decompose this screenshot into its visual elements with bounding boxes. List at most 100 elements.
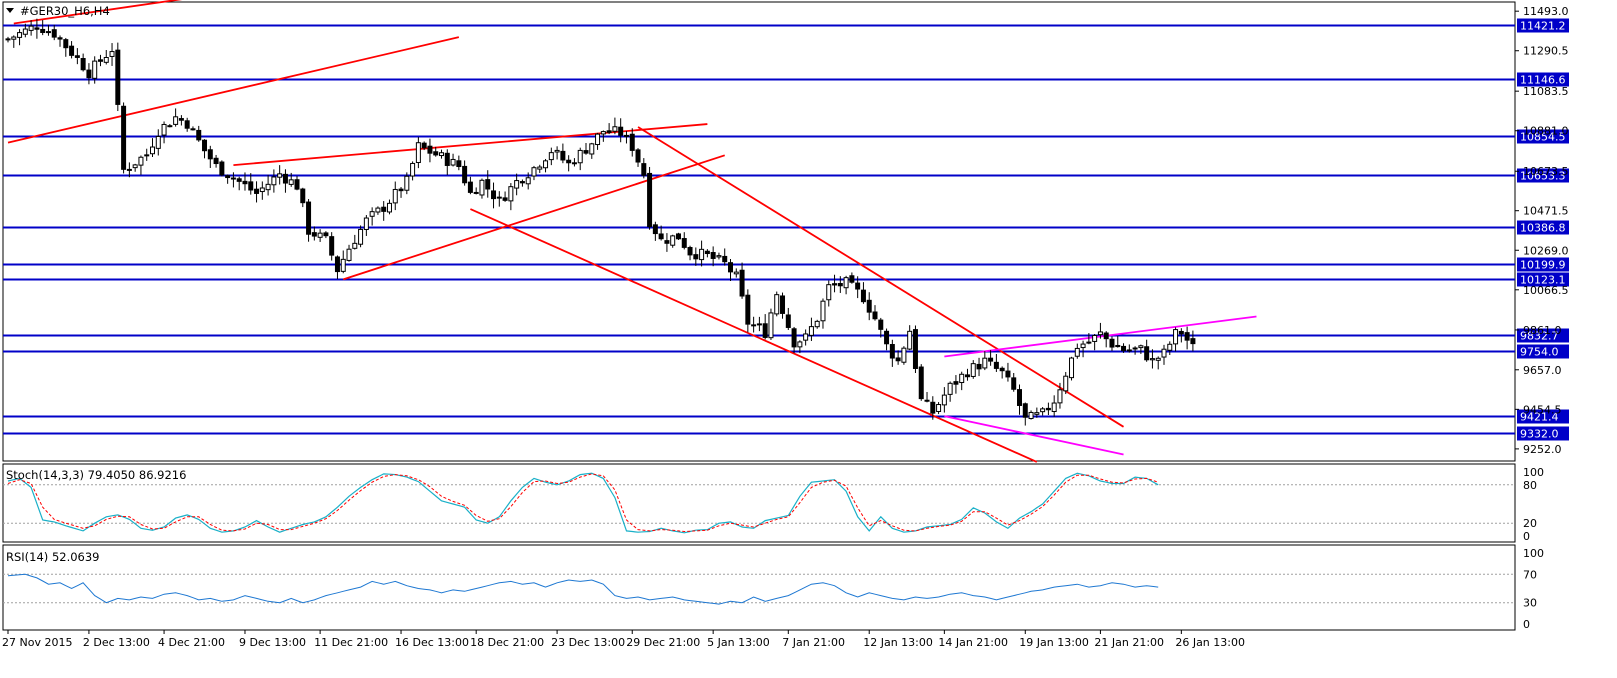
bear-candle <box>866 299 872 313</box>
bear-candle <box>178 118 184 121</box>
bull-candle <box>346 248 352 261</box>
rsi-tick-label: 100 <box>1523 547 1544 560</box>
bull-candle <box>595 133 601 146</box>
price-tick-label: 9454.5 <box>1523 403 1562 416</box>
bear-candle <box>675 233 681 240</box>
bull-candle <box>803 333 809 341</box>
candles <box>5 18 1196 426</box>
time-tick-label: 14 Jan 21:00 <box>938 636 1008 649</box>
level-label: 10653.3 <box>1520 170 1566 183</box>
red-trendline[interactable] <box>342 154 725 281</box>
bear-candle <box>1017 389 1022 406</box>
bear-candle <box>196 129 202 141</box>
red-trendline[interactable] <box>637 126 1125 428</box>
bear-candle <box>635 149 641 163</box>
bear-candle <box>571 162 577 165</box>
bull-candle <box>161 123 167 136</box>
bull-candle <box>1149 358 1155 361</box>
bear-candle <box>202 139 208 152</box>
price-tick-label: 9657.0 <box>1523 364 1562 377</box>
bear-candle <box>930 401 936 414</box>
bear-candle <box>462 165 468 184</box>
bear-candle <box>791 328 797 348</box>
stochastic-tick-label: 80 <box>1523 479 1537 492</box>
bull-candle <box>751 324 757 327</box>
bear-candle <box>993 361 999 369</box>
bear-candle <box>964 374 970 378</box>
red-trendline[interactable] <box>470 208 1038 463</box>
bull-candle <box>1092 334 1098 342</box>
trendlines[interactable] <box>7 0 1257 463</box>
bear-candle <box>583 150 589 154</box>
red-trendline[interactable] <box>7 36 460 144</box>
bull-candle <box>716 255 722 258</box>
bear-candle <box>219 161 225 176</box>
bear-candle <box>1022 403 1028 418</box>
bull-candle <box>103 57 109 63</box>
bear-candle <box>433 151 439 156</box>
bear-candle <box>884 330 890 345</box>
bull-candle <box>17 32 23 38</box>
stochastic-label: Stoch(14,3,3) 79.4050 86.9216 <box>6 468 186 482</box>
triangle-down-icon[interactable] <box>6 8 14 13</box>
bull-candle <box>404 175 410 191</box>
bear-candle <box>456 160 462 168</box>
level-label-box <box>1517 257 1569 272</box>
price-tick-label: 10066.5 <box>1523 284 1569 297</box>
bear-candle <box>785 314 791 328</box>
bear-candle <box>889 344 895 359</box>
bear-candle <box>924 399 930 402</box>
bull-candle <box>11 36 17 40</box>
time-tick-label: 4 Dec 21:00 <box>158 636 225 649</box>
level-label: 10854.5 <box>1520 131 1566 144</box>
bull-candle <box>514 180 520 189</box>
bull-candle <box>936 404 942 412</box>
bull-candle <box>1080 343 1086 349</box>
bull-candle <box>439 152 444 157</box>
bear-candle <box>745 294 751 325</box>
bear-candle <box>832 283 838 286</box>
bull-candle <box>1063 375 1069 392</box>
bull-candle <box>317 232 323 238</box>
bull-candle <box>340 258 346 272</box>
magenta-trendline[interactable] <box>944 415 1124 456</box>
bear-candle <box>860 289 866 303</box>
price-tick-label: 9861.0 <box>1523 324 1562 337</box>
red-trendline[interactable] <box>13 0 297 25</box>
bull-candle <box>843 277 849 289</box>
bull-candle <box>1034 412 1040 415</box>
bear-candle <box>80 58 86 71</box>
level-label-box <box>1517 168 1569 183</box>
bear-candle <box>618 126 624 136</box>
bull-candle <box>1097 331 1103 336</box>
bear-candle <box>334 256 340 273</box>
red-trendline[interactable] <box>233 123 708 166</box>
bull-candle <box>941 394 947 406</box>
bear-candle <box>230 177 236 180</box>
horizontal-levels[interactable]: 11421.2 11146.6 10854.5 10653.3 10386.8 10199… <box>3 18 1569 441</box>
bear-candle <box>999 367 1005 372</box>
bull-candle <box>733 271 739 275</box>
bull-candle <box>45 31 51 34</box>
bear-candle <box>427 145 433 154</box>
bull-candle <box>92 60 98 79</box>
time-tick-label: 11 Dec 21:00 <box>314 636 388 649</box>
level-label-box <box>1517 18 1569 33</box>
level-label-box <box>1517 72 1569 87</box>
bull-candle <box>548 152 554 161</box>
bear-candle <box>473 191 479 194</box>
bull-candle <box>970 363 976 377</box>
bear-candle <box>664 240 670 244</box>
bull-candle <box>150 146 155 155</box>
bull-candle <box>600 131 606 135</box>
price-tick-label: 10881.0 <box>1523 125 1569 138</box>
bull-candle <box>1167 343 1173 351</box>
level-label-box <box>1517 272 1569 287</box>
bear-candle <box>756 323 762 326</box>
bear-candle <box>300 188 306 204</box>
bull-candle <box>808 326 814 336</box>
bear-candle <box>1103 332 1109 340</box>
bear-candle <box>57 37 63 40</box>
